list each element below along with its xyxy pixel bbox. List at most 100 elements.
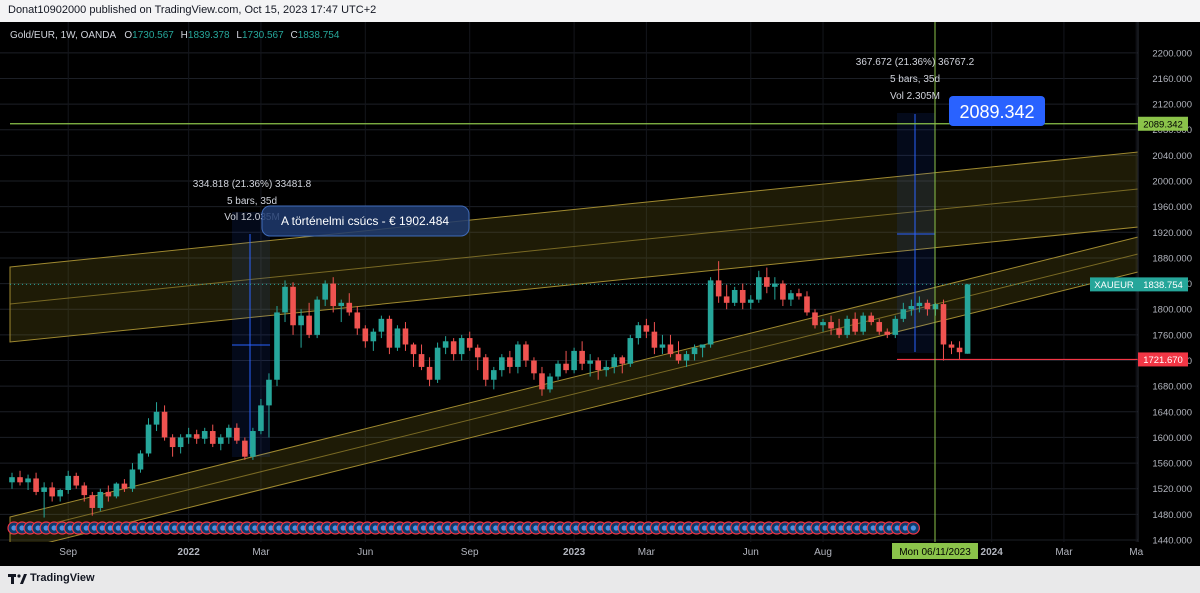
candle-body — [226, 427, 232, 438]
candle-body — [450, 341, 457, 355]
candle-body — [17, 477, 23, 483]
candle-body — [491, 370, 497, 380]
annotation-2-line1: 367.672 (21.36%) 36767.2 — [856, 57, 975, 68]
annotation-2-line3: Vol 2.305M — [890, 91, 940, 102]
price-tick-label: 1680.000 — [1152, 382, 1192, 393]
candle-body — [306, 315, 312, 335]
candle-body — [707, 280, 714, 345]
candles — [9, 261, 971, 518]
symbol-price-tag — [1090, 277, 1138, 292]
candle-body — [812, 312, 818, 326]
candle-body — [145, 424, 152, 454]
callout-box[interactable] — [261, 205, 470, 237]
candle-body — [796, 293, 802, 297]
candle-body — [699, 344, 706, 348]
candle-body — [964, 284, 971, 354]
candle-body — [571, 350, 577, 371]
time-tick-label: Mar — [638, 547, 656, 558]
candle-body — [290, 286, 296, 326]
candle-body — [234, 427, 240, 441]
candle-body — [908, 306, 915, 310]
tradingview-logo-icon[interactable] — [8, 572, 28, 586]
price-tick-label: 1760.000 — [1152, 330, 1192, 341]
candle-body — [523, 344, 529, 361]
candle-body — [595, 360, 601, 371]
candle-body — [314, 299, 320, 335]
time-axis-labels: Sep 2022 Mar Jun Sep 2023 Mar Jun Aug 2024 Mar Ma — [59, 547, 1143, 558]
candle-body — [418, 354, 425, 367]
candle-body — [201, 431, 208, 439]
publish-header: Donat10902000 published on TradingView.c… — [0, 0, 1200, 22]
candle-body — [242, 440, 248, 457]
candle-body — [868, 315, 875, 323]
candle-body — [804, 296, 810, 313]
candle-body — [129, 469, 136, 489]
tradingview-brand[interactable]: TradingView — [30, 572, 95, 584]
candle-body — [338, 302, 345, 307]
candle-body — [884, 331, 891, 335]
candle-body — [611, 357, 618, 367]
crosshair-date-badge — [892, 543, 978, 559]
green-line-badge — [1138, 116, 1188, 131]
price-tick-label: 1800.000 — [1152, 305, 1192, 316]
candle-body — [370, 331, 377, 342]
price-chart[interactable]: 334.818 (21.36%) 33481.8 5 bars, 35d Vol… — [0, 22, 1200, 566]
candle-body — [579, 350, 585, 364]
time-tick-label: Ma — [1129, 547, 1143, 558]
candle-body — [25, 478, 31, 483]
price-axis[interactable] — [1138, 22, 1200, 566]
candle-body — [474, 347, 481, 358]
callout-text: A történelmi csúcs - € 1902.484 — [281, 214, 449, 228]
footer-bar — [0, 566, 1200, 593]
candle-body — [89, 495, 96, 508]
projection-box-1[interactable] — [232, 212, 270, 457]
price-tick-label: 1880.000 — [1152, 253, 1192, 264]
candle-body — [354, 312, 361, 329]
candle-body — [547, 376, 553, 390]
price-tick-label: 1600.000 — [1152, 433, 1192, 444]
candle-body — [386, 318, 393, 348]
candle-body — [836, 328, 842, 335]
candle-body — [49, 487, 55, 497]
target-price-label[interactable] — [949, 96, 1045, 126]
candle-body — [322, 283, 328, 300]
candle-body — [346, 302, 353, 313]
candle-body — [924, 302, 931, 310]
candle-body — [33, 478, 39, 492]
candle-body — [603, 366, 610, 371]
time-tick-label: Mar — [252, 547, 270, 558]
price-tick-label: 1920.000 — [1152, 228, 1192, 239]
candle-body — [723, 296, 730, 303]
candle-body — [772, 283, 778, 287]
candle-body — [217, 437, 224, 444]
crosshair-date-text: Mon 06/11/2023 — [899, 547, 971, 558]
candle-body — [121, 483, 128, 489]
candle-body — [731, 290, 738, 303]
candle-body — [185, 434, 192, 438]
candle-body — [193, 434, 200, 439]
candle-body — [916, 302, 923, 307]
candle-body — [683, 354, 690, 361]
current-price-badge-text: 1838.754 — [1143, 280, 1183, 291]
candle-body — [137, 453, 144, 470]
event-marker[interactable] — [906, 521, 920, 535]
time-tick-label: Mar — [1055, 547, 1073, 558]
candle-body — [555, 363, 561, 377]
candle-body — [73, 475, 80, 486]
time-tick-label: 2022 — [178, 547, 201, 558]
candle-body — [209, 431, 216, 444]
candle-body — [739, 290, 746, 303]
candle-body — [482, 357, 489, 380]
candle-body — [820, 322, 826, 326]
candle-body — [892, 318, 899, 335]
candle-body — [330, 283, 336, 307]
candle-body — [81, 485, 88, 496]
candle-body — [113, 483, 120, 497]
annotation-1-line3: Vol 12.035M — [224, 212, 280, 223]
candle-body — [755, 277, 762, 300]
time-tick-label: Jun — [357, 547, 373, 558]
candle-body — [57, 490, 63, 497]
candle-body — [97, 491, 104, 508]
candle-body — [169, 437, 176, 448]
dividend-events-row[interactable] — [7, 521, 920, 535]
